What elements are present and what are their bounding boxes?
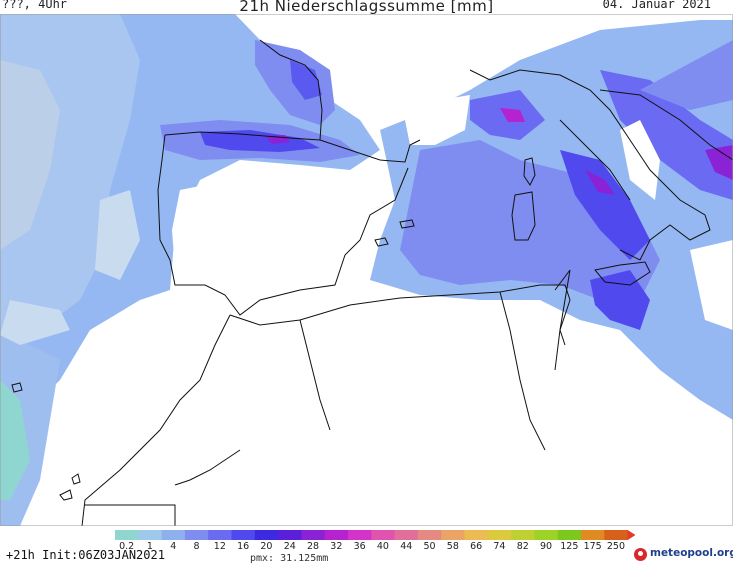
meteopool-logo-icon <box>634 548 647 561</box>
legend-swatch <box>464 530 489 540</box>
legend-swatch <box>394 530 419 540</box>
legend-tick-label: 82 <box>517 541 529 552</box>
legend-tick-label: 44 <box>400 541 412 552</box>
legend-swatch <box>324 530 349 540</box>
legend-tick-label: 4 <box>170 541 176 552</box>
coastlines <box>11 39 733 526</box>
legend-swatch <box>161 530 186 540</box>
iberia-dry-area <box>172 175 380 310</box>
legend-tick-label: 32 <box>330 541 342 552</box>
legend-tick-label: 50 <box>424 541 436 552</box>
legend-swatch <box>534 530 559 540</box>
location-time-label: ???, 4Uhr <box>2 0 68 11</box>
legend-tick-label: 1 <box>147 541 153 552</box>
legend-swatch <box>604 530 628 540</box>
legend-swatch <box>184 530 209 540</box>
legend-tick-label: 0.2 <box>119 541 134 552</box>
legend-swatch <box>581 530 605 540</box>
legend-swatch <box>417 530 442 540</box>
legend-swatch <box>115 530 139 540</box>
legend-tick-label: 90 <box>540 541 552 552</box>
legend-tick-label: 12 <box>214 541 226 552</box>
map-date: 04. Januar 2021 <box>602 0 711 11</box>
precipitation-map <box>0 14 733 526</box>
legend-tick-label: 40 <box>377 541 389 552</box>
model-run-label: +21h Init:06Z03JAN2021 <box>6 548 165 562</box>
precip-biscay <box>160 40 360 162</box>
legend-swatch <box>557 530 582 540</box>
legend-tick-label: 125 <box>560 541 578 552</box>
legend-swatch <box>254 530 279 540</box>
legend-swatch <box>138 530 162 540</box>
legend-tick-label: 36 <box>354 541 366 552</box>
legend-tick-label: 24 <box>284 541 296 552</box>
legend-colorbar: 0.2 1 4 8 12 16 20 24 28 32 36 40 44 50 58 66 74 82 90 125 1… <box>115 530 635 552</box>
dry-gaps <box>95 14 733 330</box>
brand-logo[interactable]: meteopool.org <box>634 546 733 564</box>
legend-swatch <box>348 530 372 540</box>
legend-swatch <box>231 530 256 540</box>
map-title: 21h Niederschlagssumme [mm] <box>239 0 494 15</box>
legend-swatch <box>487 530 512 540</box>
legend-tick-label: 175 <box>584 541 602 552</box>
legend-swatch <box>371 530 395 540</box>
legend-swatch <box>511 530 535 540</box>
legend-tick-label: 74 <box>493 541 505 552</box>
legend-tick-label: 8 <box>194 541 200 552</box>
legend-tick-label: 20 <box>260 541 272 552</box>
legend-swatch <box>441 530 465 540</box>
legend-tick-label: 58 <box>447 541 459 552</box>
legend-swatch <box>278 530 302 540</box>
legend-swatch <box>208 530 232 540</box>
legend-swatch <box>301 530 326 540</box>
brand-name: meteopool.org <box>650 547 733 559</box>
legend-tick-label: 250 <box>607 541 625 552</box>
pmx-value: pmx: 31.125mm <box>250 553 329 564</box>
legend-tick-label: 16 <box>237 541 249 552</box>
legend-tick-label: 66 <box>470 541 482 552</box>
legend-tick-label: 28 <box>307 541 319 552</box>
legend-arrow <box>627 530 635 540</box>
precip-mediterranean <box>370 20 733 420</box>
